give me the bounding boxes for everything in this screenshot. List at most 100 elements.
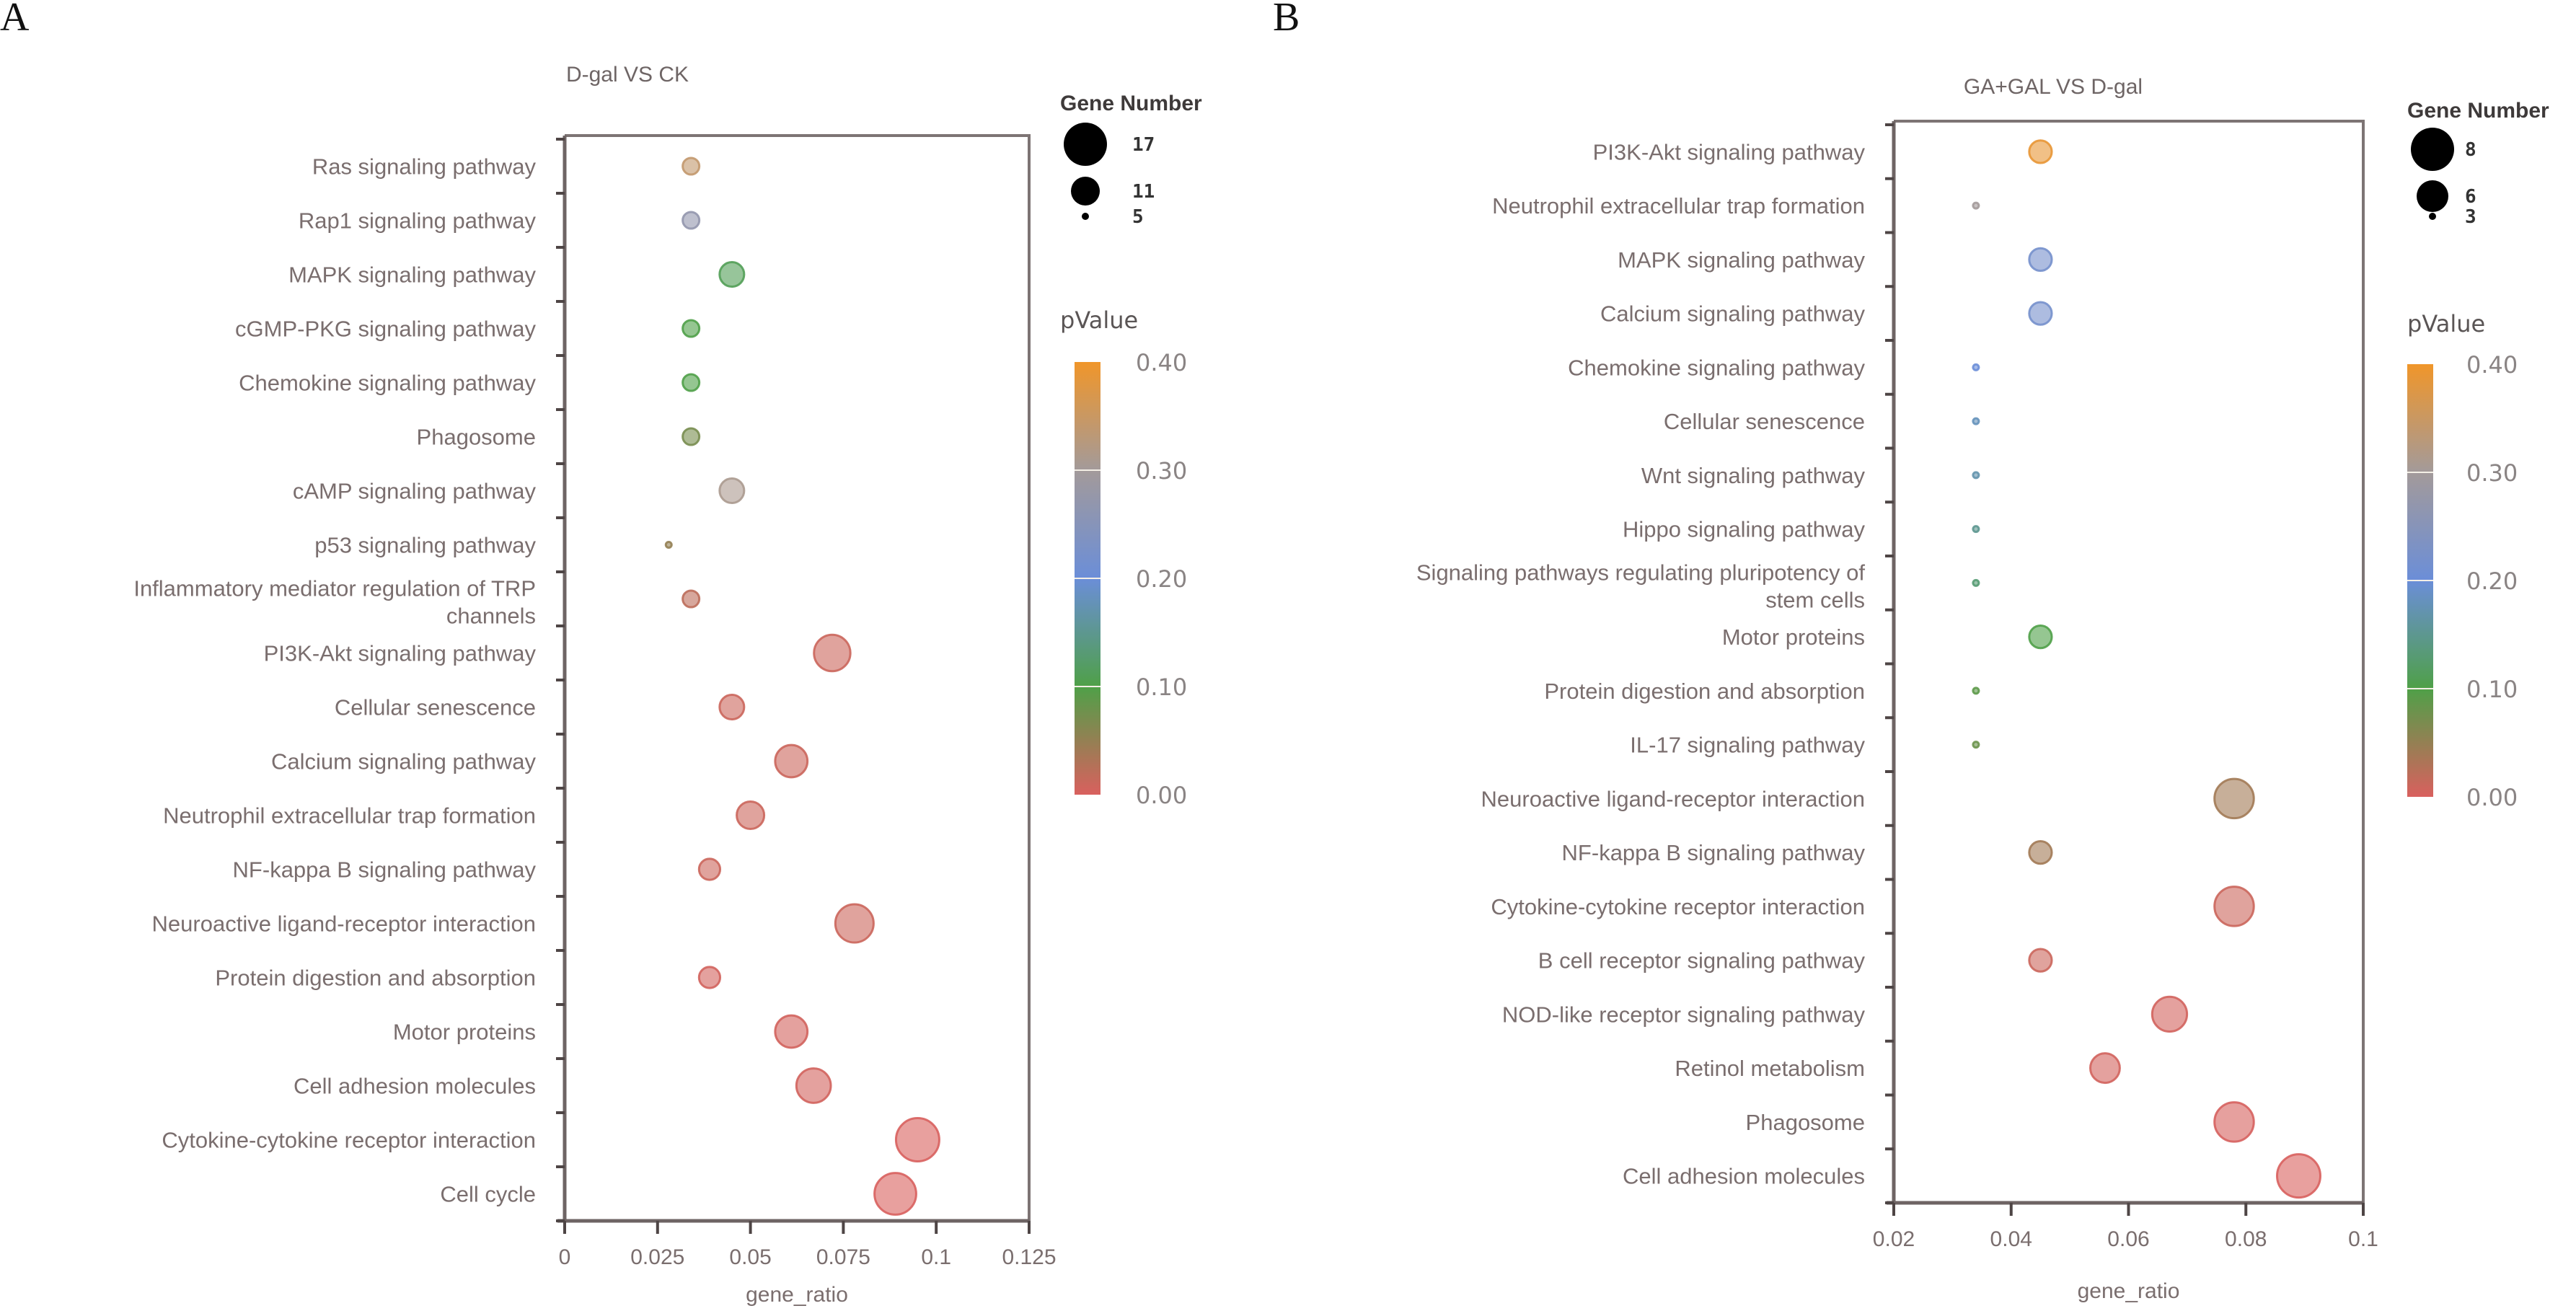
data-point-bubble: [2089, 1052, 2121, 1085]
size-legend-marker: [1082, 213, 1089, 220]
data-point-bubble: [682, 211, 701, 230]
data-point-bubble: [2028, 247, 2053, 273]
size-legend-marker: [1064, 123, 1107, 166]
data-point-bubble: [682, 156, 701, 176]
x-axis-label: gene_ratio: [2078, 1279, 2180, 1303]
x-tick-label: 0.1: [2348, 1227, 2378, 1251]
size-legend-label: 3: [2465, 206, 2476, 228]
x-tick-label: 0.05: [729, 1245, 771, 1269]
data-point-bubble: [2028, 839, 2053, 865]
size-legend-label: 6: [2465, 186, 2476, 208]
y-tick-label: Cell adhesion molecules: [294, 1074, 536, 1099]
y-tick-label: Neutrophil extracellular trap formation: [1492, 193, 1865, 218]
size-legend-marker: [2411, 128, 2454, 171]
y-tick-label: MAPK signaling pathway: [288, 262, 536, 288]
data-point-bubble: [2213, 1101, 2255, 1143]
data-point-bubble: [718, 694, 746, 720]
size-legend-marker: [2429, 213, 2436, 220]
size-legend-label: 11: [1132, 181, 1155, 203]
y-tick-label: Ras signaling pathway: [312, 154, 537, 180]
colorbar-tick-label: 0.40: [1136, 349, 1187, 376]
colorbar-tick-label: 0.20: [1136, 565, 1187, 593]
y-tick-label: Rap1 signaling pathway: [299, 208, 537, 234]
y-tick-label: Inflammatory mediator regulation of TRP: [133, 576, 536, 601]
data-point-bubble: [813, 633, 852, 673]
y-tick-label: Calcium signaling pathway: [271, 749, 537, 774]
data-point-bubble: [682, 373, 701, 392]
data-point-bubble: [1972, 525, 1980, 534]
y-tick-label: MAPK signaling pathway: [1618, 247, 1865, 273]
colorbar-tick-label: 0.00: [1136, 782, 1187, 809]
data-point-bubble: [894, 1117, 940, 1162]
data-point-bubble: [1972, 471, 1980, 480]
panel-label-b: B: [1273, 0, 1300, 40]
colorbar-tick-label: 0.30: [2466, 459, 2518, 487]
y-tick-label: Motor proteins: [393, 1020, 536, 1045]
y-tick-label: Calcium signaling pathway: [1600, 301, 1866, 327]
data-point-bubble: [2275, 1153, 2321, 1199]
y-tick-label: NF-kappa B signaling pathway: [233, 857, 537, 883]
x-tick-label: 0: [559, 1245, 571, 1269]
y-tick-label: Cytokine-cytokine receptor interaction: [1491, 894, 1865, 919]
y-tick-label: Cell cycle: [440, 1182, 536, 1207]
data-point-bubble: [1972, 578, 1980, 587]
y-tick-label: Retinol metabolism: [1675, 1056, 1865, 1081]
data-point-bubble: [664, 541, 673, 549]
colorbar-tick-label: 0.10: [1136, 674, 1187, 701]
color-legend-title: pValue: [2407, 310, 2485, 337]
y-tick-label: Neuroactive ligand-receptor interaction: [152, 911, 536, 937]
y-tick-label: Cell adhesion molecules: [1623, 1164, 1865, 1189]
y-tick-label: Signaling pathways regulating pluripoten…: [1416, 560, 1866, 585]
data-point-bubble: [2028, 624, 2053, 650]
data-point-bubble: [697, 857, 722, 881]
y-tick-label: Cytokine-cytokine receptor interaction: [162, 1128, 536, 1153]
data-point-bubble: [1972, 201, 1980, 210]
data-point-bubble: [697, 966, 722, 989]
data-point-bubble: [774, 743, 809, 779]
bubble-chart-a: D-gal VS CK 0 0.025 0.05 0.075 0.1 0.125 gene_r…: [133, 63, 1202, 1307]
data-point-bubble: [834, 903, 875, 944]
data-point-bubble: [2028, 139, 2053, 164]
x-tick-label: 0.04: [1990, 1227, 2032, 1251]
color-legend-title: pValue: [1060, 306, 1138, 334]
y-tick-label: cAMP signaling pathway: [293, 479, 537, 504]
y-tick-label: NOD-like receptor signaling pathway: [1502, 1002, 1866, 1027]
data-point-bubble: [718, 261, 746, 288]
data-point-bubble: [2028, 948, 2053, 973]
plot-frame: [1894, 120, 2365, 1203]
y-tick-label: Cellular senescence: [1664, 409, 1865, 434]
data-point-bubble: [682, 427, 701, 446]
x-axis-label: gene_ratio: [746, 1283, 848, 1307]
y-tick-label: Motor proteins: [1722, 624, 1865, 650]
data-point-bubble: [736, 800, 766, 831]
bubble-chart-b: GA+GAL VS D-gal 0.02 0.04 0.06 0.08 0.1 gene_r…: [1416, 75, 2549, 1303]
y-tick-label: B cell receptor signaling pathway: [1538, 948, 1866, 974]
colorbar-tick-label: 0.00: [2466, 784, 2518, 811]
y-tick-label: Chemokine signaling pathway: [239, 371, 536, 396]
colorbar-tick-label: 0.30: [1136, 457, 1187, 485]
colorbar-tick-label: 0.10: [2466, 676, 2518, 703]
size-legend-label: 5: [1132, 206, 1144, 228]
data-point-bubble: [1972, 363, 1980, 371]
x-tick-label: 0.125: [1002, 1245, 1056, 1269]
y-tick-label: Protein digestion and absorption: [1544, 679, 1865, 704]
chart-title: GA+GAL VS D-gal: [1964, 75, 2143, 99]
colorbar-tick-label: 0.40: [2466, 351, 2518, 379]
data-point-bubble: [1972, 687, 1980, 695]
plot-frame: [565, 134, 1031, 1221]
size-legend-marker: [1071, 177, 1100, 206]
size-legend-title: Gene Number: [1060, 92, 1202, 115]
data-point-bubble: [774, 1014, 809, 1049]
y-tick-label: Chemokine signaling pathway: [1568, 355, 1865, 380]
data-point-bubble: [682, 589, 701, 609]
data-point-bubble: [2213, 886, 2255, 927]
y-tick-label: PI3K-Akt signaling pathway: [1593, 139, 1866, 164]
size-legend-label: 17: [1132, 134, 1155, 156]
size-legend-label: 8: [2465, 139, 2476, 161]
y-tick-label: stem cells: [1765, 587, 1865, 612]
data-point-bubble: [2213, 777, 2255, 820]
x-tick-label: 0.06: [2107, 1227, 2149, 1251]
y-tick-label: Cellular senescence: [335, 695, 536, 720]
x-tick-label: 0.1: [921, 1245, 951, 1269]
